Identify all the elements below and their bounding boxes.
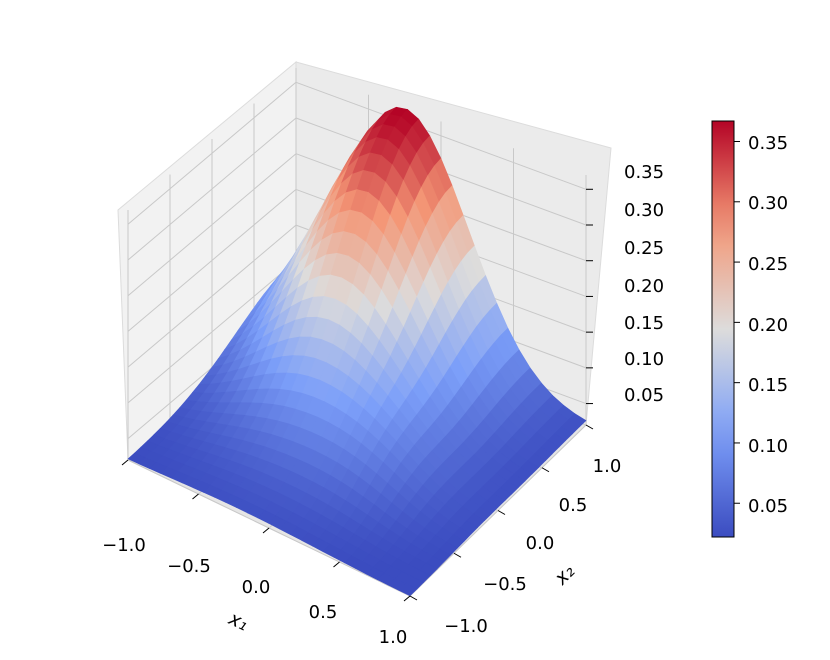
x1-tick-mark bbox=[403, 595, 411, 602]
colorbar-ticks bbox=[734, 140, 740, 504]
colorbar: 0.05 0.10 0.15 0.20 0.25 0.30 0.35 bbox=[711, 120, 788, 538]
grid-line-z bbox=[127, 81, 297, 225]
x1-axis-label: x₁ bbox=[224, 607, 251, 635]
x2-tick-labels: −1.0 −0.5 0.0 0.5 1.0 bbox=[444, 456, 621, 637]
x1-tick-label: 0.0 bbox=[242, 577, 271, 598]
colorbar-tick-label: 0.30 bbox=[748, 193, 788, 214]
z-tick-label: 0.10 bbox=[624, 349, 664, 370]
colorbar-tick-label: 0.35 bbox=[748, 133, 788, 154]
z-tick-label: 0.05 bbox=[624, 385, 664, 406]
colorbar-tick-label: 0.25 bbox=[748, 254, 788, 275]
x2-tick-mark bbox=[497, 510, 506, 515]
x1-tick-labels: −1.0 −0.5 0.0 0.5 1.0 bbox=[102, 535, 407, 648]
z-tick-labels: 0.05 0.10 0.15 0.20 0.25 0.30 0.35 bbox=[624, 162, 664, 406]
x2-tick-mark bbox=[453, 552, 462, 558]
x2-tick-mark bbox=[541, 467, 550, 473]
x2-tick-label: 1.0 bbox=[593, 456, 622, 477]
x1-tick-label: −1.0 bbox=[102, 535, 146, 556]
x2-tick-mark bbox=[585, 424, 594, 430]
z-tick-label: 0.15 bbox=[624, 313, 664, 334]
x2-tick-label: 0.0 bbox=[526, 533, 555, 554]
z-tick-label: 0.25 bbox=[624, 238, 664, 259]
grid-line-z bbox=[127, 224, 297, 368]
colorbar-rect bbox=[711, 120, 735, 538]
z-tick-label: 0.30 bbox=[624, 200, 664, 221]
x1-tick-mark bbox=[333, 561, 340, 568]
x2-tick-label: 0.5 bbox=[559, 495, 588, 516]
grid-line-z bbox=[127, 117, 297, 261]
surface-patch bbox=[398, 583, 418, 597]
colorbar-tick-label: 0.15 bbox=[748, 375, 788, 396]
z-tick-label: 0.20 bbox=[624, 276, 664, 297]
x2-tick-mark bbox=[409, 595, 418, 601]
x1-tick-label: 1.0 bbox=[379, 627, 408, 648]
x1-tick-label: −0.5 bbox=[167, 556, 211, 577]
surface bbox=[127, 106, 587, 597]
colorbar-tick-label: 0.10 bbox=[748, 436, 788, 457]
colorbar-tick-label: 0.05 bbox=[748, 496, 788, 517]
x1-tick-mark bbox=[121, 459, 129, 466]
axes-lines bbox=[121, 188, 594, 602]
x2-axis-label: x₂ bbox=[550, 560, 580, 590]
grid-line-z bbox=[127, 153, 297, 297]
x2-tick-label: −0.5 bbox=[483, 574, 527, 595]
grid-line-z bbox=[127, 189, 297, 332]
x1-tick-mark bbox=[262, 527, 270, 534]
grid-line-z bbox=[295, 81, 587, 190]
grid-line-z bbox=[127, 260, 297, 404]
x1-tick-mark bbox=[192, 493, 199, 500]
x2-tick-label: −1.0 bbox=[444, 616, 488, 637]
z-tick-label: 0.35 bbox=[624, 162, 664, 183]
colorbar-tick-label: 0.20 bbox=[748, 315, 788, 336]
x1-tick-label: 0.5 bbox=[309, 602, 338, 623]
